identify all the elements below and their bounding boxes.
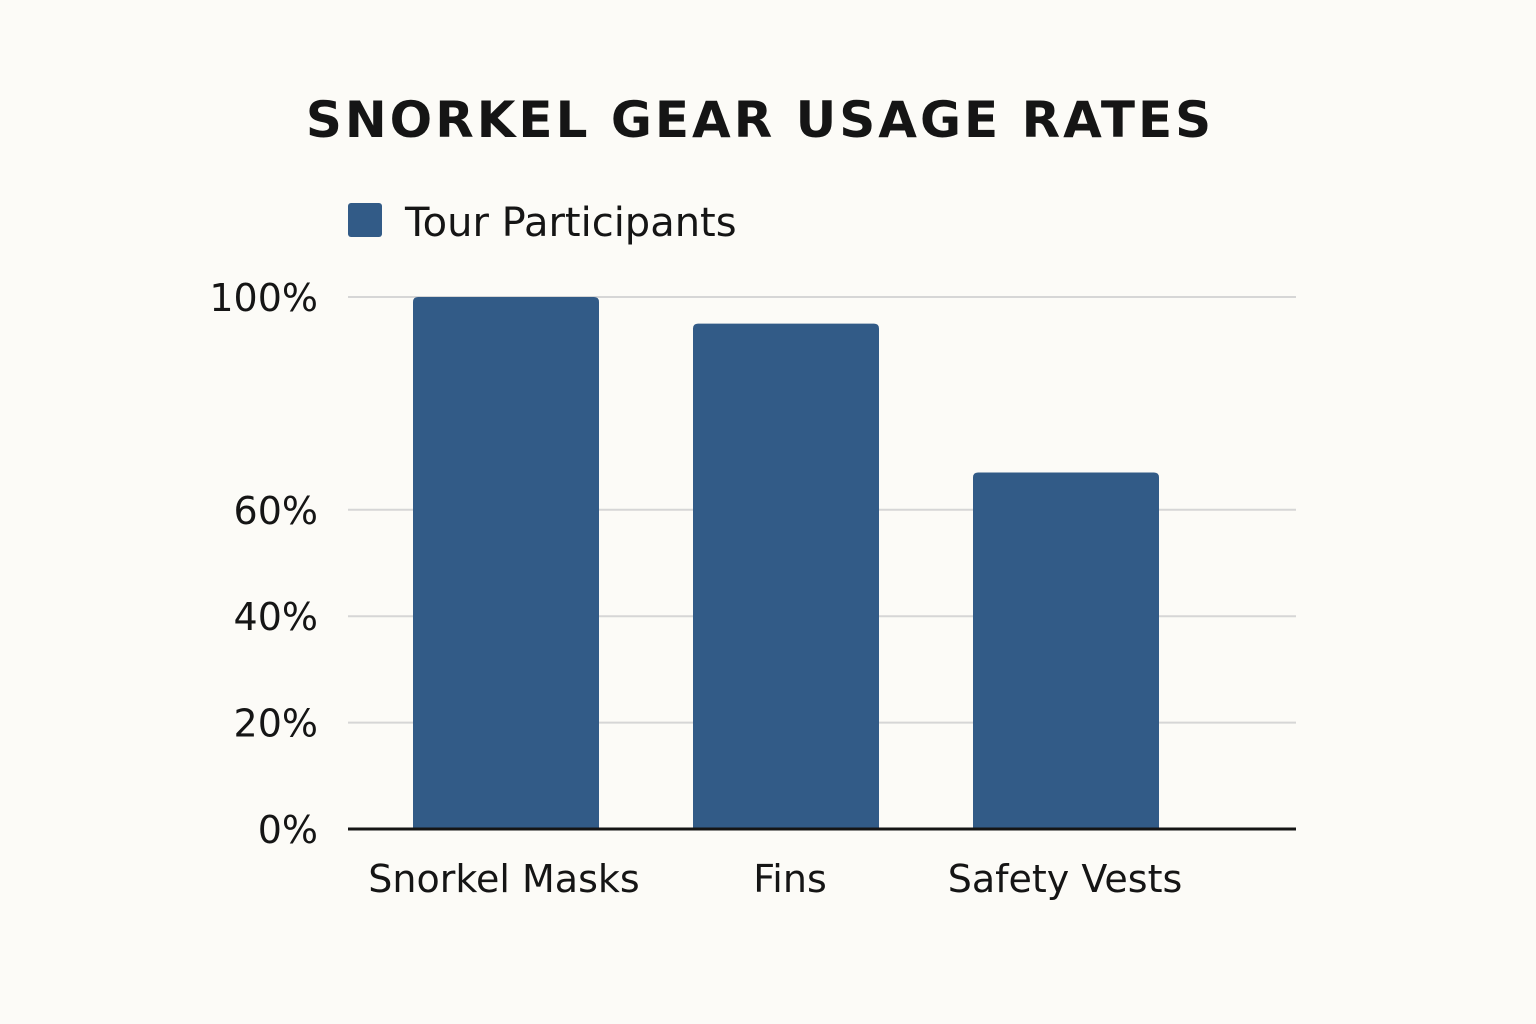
legend-label: Tour Participants (404, 200, 737, 246)
bar-fins (693, 323, 879, 829)
x-tick-label: Fins (753, 857, 827, 901)
x-axis-tick-labels: Snorkel Masks Fins Safety Vests (368, 857, 1182, 901)
legend: Tour Participants (348, 200, 737, 246)
x-tick-label: Snorkel Masks (368, 857, 639, 901)
bar-safety-vests (973, 472, 1159, 829)
y-axis-tick-labels: 0% 20% 40% 60% 100% (209, 276, 318, 852)
x-tick-label: Safety Vests (948, 857, 1183, 901)
y-tick-label: 40% (234, 595, 318, 639)
y-tick-label: 20% (234, 702, 318, 746)
chart-title: SNORKEL GEAR USAGE RATES (306, 91, 1214, 149)
bar-snorkel-masks (413, 297, 599, 829)
y-tick-label: 60% (234, 489, 318, 533)
legend-swatch (348, 203, 382, 237)
y-tick-label: 0% (258, 808, 318, 852)
bars (413, 297, 1159, 829)
y-tick-label: 100% (209, 276, 318, 320)
